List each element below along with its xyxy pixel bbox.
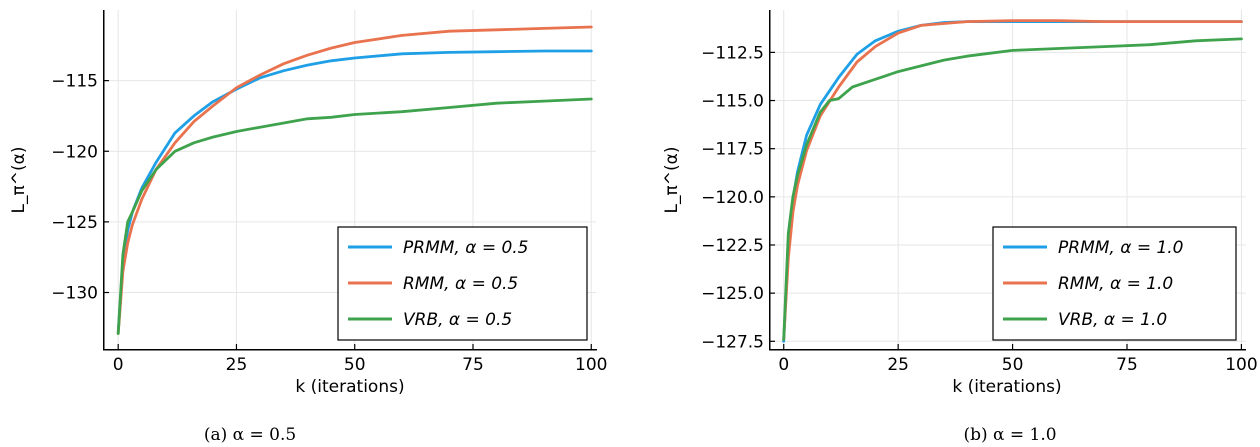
panel-b-ytick-label-2: −122.5 xyxy=(701,236,764,256)
panel-a-legend: PRMM, α = 0.5 RMM, α = 0.5 VRB, α = 0.5 xyxy=(337,226,588,341)
panel-a-xtick-label-4: 100 xyxy=(575,355,607,375)
panel-a-series-1-line xyxy=(116,25,593,335)
panel-b-ticks: 0 25 50 75 100 −127.5 −125.0 −122.5 −120.0 −117.5… xyxy=(701,43,1258,375)
panel-a-series xyxy=(116,25,593,335)
panel-a-ytick-label-3: −115 xyxy=(51,72,98,92)
panel-b-frame-left xyxy=(769,10,771,350)
panel-b-ytick-label-6: −112.5 xyxy=(701,43,764,63)
panel-b-ytick-label-4: −117.5 xyxy=(701,140,764,160)
panel-a-ticks: 0 25 50 75 100 −130 −125 −120 −115 xyxy=(51,72,607,375)
panel-a: 0 25 50 75 100 −130 −125 −120 −115 PRMM, α = 0.5… xyxy=(9,10,607,445)
legend-a-label-0: PRMM, α = 0.5 xyxy=(403,238,529,258)
panel-a-ytick-label-0: −130 xyxy=(51,284,98,304)
panel-b-ytick-label-1: −125.0 xyxy=(701,284,764,304)
panel-b-series-1-line xyxy=(782,19,1243,341)
legend-a-label-2: VRB, α = 0.5 xyxy=(403,310,512,330)
panel-a-xtick-label-2: 50 xyxy=(344,355,366,375)
panel-b-xtick-label-2: 50 xyxy=(1002,355,1024,375)
legend-b-label-0: PRMM, α = 1.0 xyxy=(1058,238,1184,258)
panel-b-series xyxy=(782,19,1243,343)
panel-a-ytick-label-2: −120 xyxy=(51,142,98,162)
panel-b-xtick-label-0: 0 xyxy=(778,355,789,375)
panel-b-frame-bottom xyxy=(769,349,1246,351)
panel-b-series-2-line xyxy=(782,37,1243,341)
panel-a-series-2-line xyxy=(116,97,593,335)
panel-a-xtick-label-3: 75 xyxy=(462,355,484,375)
panel-b-xlabel: k (iterations) xyxy=(952,377,1061,397)
panel-a-xtick-label-0: 0 xyxy=(113,355,124,375)
panel-b-legend: PRMM, α = 1.0 RMM, α = 1.0 VRB, α = 1.0 xyxy=(992,226,1237,341)
panel-b-xtick-label-1: 25 xyxy=(887,355,909,375)
panel-a-frame-left xyxy=(103,10,105,350)
panel-b-caption: (b) α = 1.0 xyxy=(963,425,1056,445)
legend-a-label-1: RMM, α = 0.5 xyxy=(403,274,518,294)
panel-a-ytick-label-1: −125 xyxy=(51,213,98,233)
panel-b-ytick-label-5: −115.0 xyxy=(701,92,764,112)
panel-b-ylabel: L_π^(α) xyxy=(662,147,682,214)
legend-b-label-2: VRB, α = 1.0 xyxy=(1058,310,1167,330)
panel-a-xlabel: k (iterations) xyxy=(295,377,404,397)
legend-b-label-1: RMM, α = 1.0 xyxy=(1058,274,1173,294)
panel-b-xtick-label-4: 100 xyxy=(1225,355,1257,375)
panel-b-ytick-label-0: −127.5 xyxy=(701,332,764,352)
panel-a-caption: (a) α = 0.5 xyxy=(204,425,296,445)
panel-a-ylabel: L_π^(α) xyxy=(9,147,29,214)
panel-a-frame-bottom xyxy=(103,349,597,351)
panel-b: 0 25 50 75 100 −127.5 −125.0 −122.5 −120.0 −117.5… xyxy=(662,10,1258,445)
panel-a-xtick-label-1: 25 xyxy=(226,355,248,375)
panel-b-xtick-label-3: 75 xyxy=(1116,355,1138,375)
panel-b-ytick-label-3: −120.0 xyxy=(701,188,764,208)
